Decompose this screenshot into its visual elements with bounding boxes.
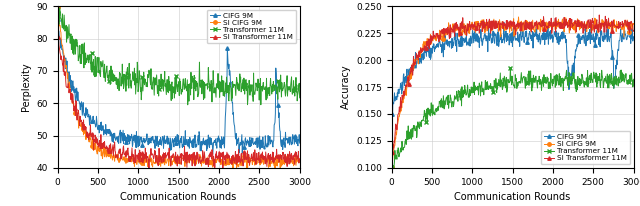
- SI CIFG 9M: [550, 24, 557, 27]
- SI CIFG 9M: [630, 23, 637, 25]
- SI Transformer 11M: [116, 148, 124, 150]
- CIFG 9M: [431, 46, 439, 49]
- CIFG 9M: [550, 35, 558, 37]
- Transformer 11M: [550, 75, 558, 77]
- SI CIFG 9M: [97, 149, 104, 151]
- Transformer 11M: [54, 15, 61, 17]
- CIFG 9M: [196, 150, 204, 152]
- Line: SI Transformer 11M: SI Transformer 11M: [390, 13, 636, 154]
- CIFG 9M: [388, 116, 396, 119]
- Transformer 11M: [184, 104, 191, 106]
- SI Transformer 11M: [164, 151, 172, 154]
- Transformer 11M: [531, 81, 539, 84]
- SI CIFG 9M: [388, 166, 396, 168]
- SI CIFG 9M: [54, 6, 61, 9]
- CIFG 9M: [296, 142, 303, 144]
- SI Transformer 11M: [549, 21, 557, 23]
- CIFG 9M: [630, 35, 637, 38]
- SI Transformer 11M: [431, 34, 438, 37]
- SI CIFG 9M: [196, 156, 204, 159]
- CIFG 9M: [236, 141, 244, 144]
- CIFG 9M: [531, 34, 539, 37]
- CIFG 9M: [216, 138, 223, 140]
- Line: Transformer 11M: Transformer 11M: [390, 66, 636, 177]
- Transformer 11M: [630, 78, 637, 81]
- CIFG 9M: [451, 36, 458, 38]
- CIFG 9M: [498, 42, 506, 44]
- Transformer 11M: [498, 82, 506, 84]
- SI Transformer 11M: [388, 151, 396, 154]
- X-axis label: Communication Rounds: Communication Rounds: [120, 192, 237, 202]
- SI Transformer 11M: [595, 14, 603, 16]
- Transformer 11M: [296, 97, 303, 99]
- SI Transformer 11M: [145, 168, 153, 170]
- SI Transformer 11M: [296, 158, 303, 160]
- SI CIFG 9M: [497, 27, 505, 30]
- Line: SI CIFG 9M: SI CIFG 9M: [390, 15, 636, 169]
- Transformer 11M: [571, 82, 579, 84]
- SI Transformer 11M: [630, 30, 637, 32]
- SI CIFG 9M: [116, 160, 124, 163]
- Transformer 11M: [116, 72, 124, 75]
- SI CIFG 9M: [570, 29, 578, 31]
- SI Transformer 11M: [450, 25, 458, 27]
- SI Transformer 11M: [497, 23, 505, 26]
- Transformer 11M: [54, 1, 62, 4]
- SI Transformer 11M: [197, 161, 205, 163]
- Transformer 11M: [388, 171, 396, 173]
- CIFG 9M: [500, 21, 508, 24]
- Line: Transformer 11M: Transformer 11M: [56, 1, 301, 107]
- SI CIFG 9M: [296, 157, 303, 160]
- Legend: CIFG 9M, SI CIFG 9M, Transformer 11M, SI Transformer 11M: CIFG 9M, SI CIFG 9M, Transformer 11M, SI…: [541, 131, 630, 164]
- SI CIFG 9M: [244, 170, 252, 172]
- SI Transformer 11M: [216, 161, 224, 164]
- SI CIFG 9M: [431, 35, 438, 38]
- SI CIFG 9M: [450, 23, 458, 25]
- Transformer 11M: [237, 76, 244, 78]
- Transformer 11M: [197, 79, 205, 81]
- Transformer 11M: [431, 114, 439, 116]
- SI Transformer 11M: [570, 24, 578, 27]
- Line: CIFG 9M: CIFG 9M: [390, 21, 636, 119]
- SI CIFG 9M: [515, 16, 522, 18]
- CIFG 9M: [571, 55, 579, 57]
- CIFG 9M: [116, 131, 124, 134]
- Line: CIFG 9M: CIFG 9M: [56, 18, 301, 156]
- CIFG 9M: [54, 18, 61, 21]
- X-axis label: Communication Rounds: Communication Rounds: [454, 192, 571, 202]
- Transformer 11M: [390, 174, 397, 176]
- Transformer 11M: [216, 81, 224, 83]
- Legend: CIFG 9M, SI CIFG 9M, Transformer 11M, SI Transformer 11M: CIFG 9M, SI CIFG 9M, Transformer 11M, SI…: [207, 10, 296, 43]
- SI Transformer 11M: [531, 26, 538, 28]
- Y-axis label: Accuracy: Accuracy: [340, 65, 351, 109]
- SI Transformer 11M: [237, 158, 244, 161]
- Transformer 11M: [451, 98, 458, 100]
- CIFG 9M: [163, 135, 171, 137]
- Line: SI Transformer 11M: SI Transformer 11M: [56, 35, 301, 171]
- CIFG 9M: [388, 113, 396, 116]
- Transformer 11M: [507, 67, 515, 69]
- Transformer 11M: [164, 90, 172, 93]
- Y-axis label: Perplexity: Perplexity: [21, 63, 31, 111]
- SI CIFG 9M: [531, 30, 538, 33]
- CIFG 9M: [209, 153, 216, 155]
- SI CIFG 9M: [216, 161, 223, 163]
- SI Transformer 11M: [97, 133, 105, 136]
- SI CIFG 9M: [163, 158, 171, 160]
- Line: SI CIFG 9M: SI CIFG 9M: [56, 6, 301, 173]
- CIFG 9M: [97, 121, 104, 124]
- SI Transformer 11M: [54, 36, 62, 38]
- SI CIFG 9M: [236, 162, 244, 164]
- SI Transformer 11M: [54, 36, 61, 39]
- Transformer 11M: [97, 60, 105, 63]
